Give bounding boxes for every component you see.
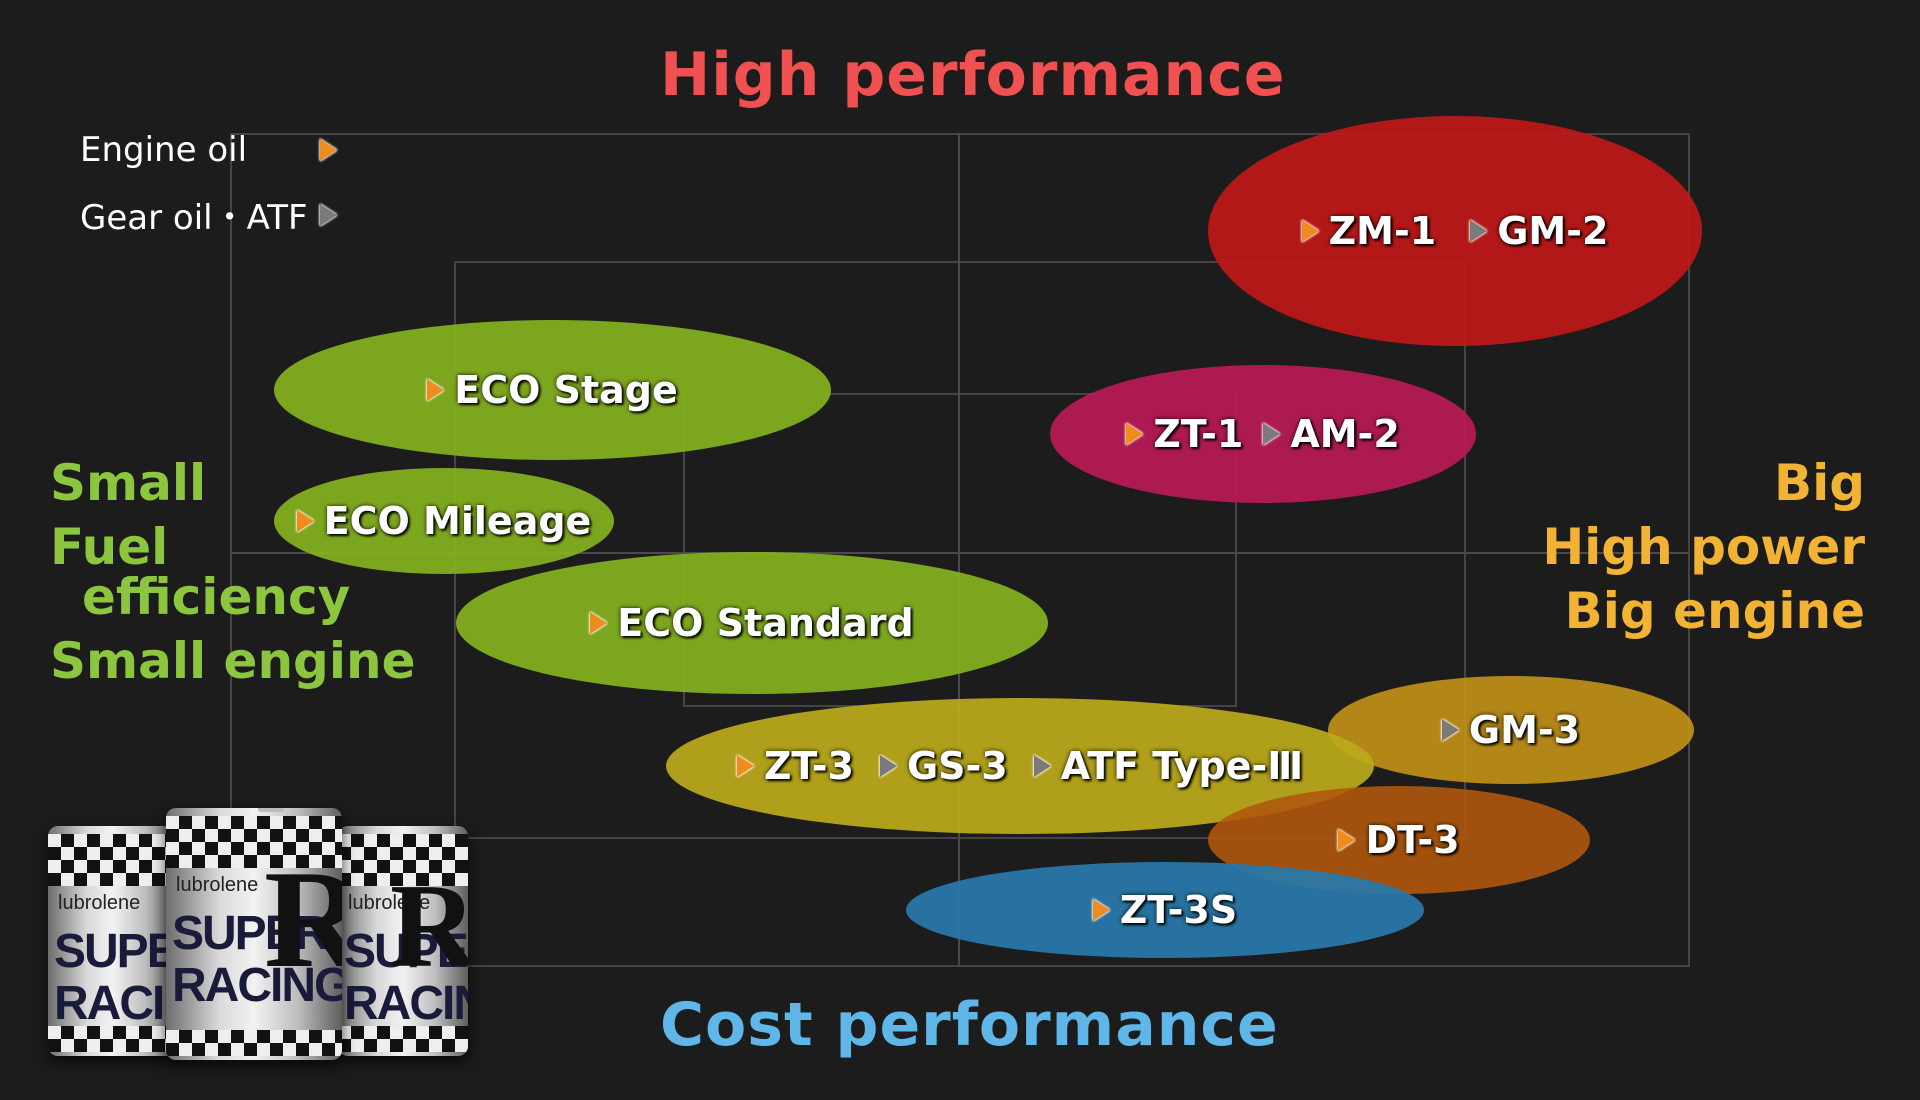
- group-zt3s: ZT-3S: [906, 862, 1424, 958]
- product-zt1[interactable]: ZT-1: [1126, 412, 1243, 456]
- gray-triangle-icon: [320, 203, 337, 226]
- right-label-high-power: High power: [1542, 518, 1865, 576]
- can-right-emblem: R: [390, 859, 468, 992]
- orange-triangle-icon: [320, 139, 337, 161]
- grid-outer: [230, 133, 1690, 967]
- product-gm3-label: GM-3: [1468, 708, 1581, 752]
- product-zt1-label: ZT-1: [1153, 412, 1244, 456]
- can-center-name: SUPER RACING: [172, 907, 342, 1012]
- product-gm2[interactable]: GM-2: [1470, 209, 1608, 253]
- product-atf-type-iii[interactable]: ATF Type-Ⅲ: [1033, 744, 1304, 788]
- legend-engine-oil: Engine oil: [80, 130, 337, 170]
- can-left-brand: lubrolene: [58, 892, 141, 914]
- group-zt3-gs3-atf: ZT-3 GS-3 ATF Type-Ⅲ: [666, 698, 1374, 834]
- group-eco-mileage: ECO Mileage: [274, 468, 614, 574]
- can-center: lubrolene SUPER RACING R: [166, 808, 342, 1060]
- left-label-fuel: Fuel: [50, 518, 169, 576]
- gray-triangle-icon: [879, 755, 897, 777]
- product-zt3s-label: ZT-3S: [1119, 888, 1238, 932]
- legend-gear-oil: Gear oil・ATF: [80, 190, 337, 239]
- gray-triangle-icon: [1470, 220, 1488, 242]
- orange-triangle-icon: [1092, 899, 1110, 921]
- gray-triangle-icon: [1033, 755, 1051, 777]
- orange-triangle-icon: [1301, 220, 1319, 242]
- group-eco-standard: ECO Standard: [456, 552, 1048, 694]
- product-gs3-label: GS-3: [906, 744, 1008, 788]
- orange-triangle-icon: [1126, 423, 1144, 445]
- right-label-big-engine: Big engine: [1564, 582, 1865, 640]
- orange-triangle-icon: [296, 510, 314, 532]
- legend-engine-oil-label: Engine oil: [80, 130, 248, 170]
- can-center-emblem: R: [264, 842, 342, 997]
- orange-triangle-icon: [590, 612, 608, 634]
- product-eco-standard-label: ECO Standard: [617, 601, 914, 645]
- product-am2[interactable]: AM-2: [1263, 412, 1400, 456]
- product-zm1[interactable]: ZM-1: [1301, 209, 1437, 253]
- product-eco-mileage-label: ECO Mileage: [323, 499, 592, 543]
- grid-horizontal-axis: [230, 552, 1690, 554]
- gray-triangle-icon: [1441, 719, 1459, 741]
- product-eco-stage-label: ECO Stage: [454, 368, 678, 412]
- legend-gear-oil-label: Gear oil・ATF: [80, 198, 308, 238]
- top-axis-title: High performance: [660, 40, 1286, 110]
- left-label-efficiency: efficiency: [82, 568, 351, 626]
- left-label-small-engine: Small engine: [50, 632, 416, 690]
- orange-triangle-icon: [427, 379, 445, 401]
- product-am2-label: AM-2: [1290, 412, 1400, 456]
- orange-triangle-icon: [736, 755, 754, 777]
- product-gs3[interactable]: GS-3: [879, 744, 1008, 788]
- gray-triangle-icon: [1263, 423, 1281, 445]
- product-eco-mileage[interactable]: ECO Mileage: [296, 499, 592, 543]
- group-zm1-gm2: ZM-1 GM-2: [1208, 116, 1702, 346]
- right-label-big: Big: [1773, 454, 1865, 512]
- group-gm3: GM-3: [1328, 676, 1694, 784]
- grid-vertical-axis: [958, 133, 960, 967]
- product-dt3-label: DT-3: [1365, 818, 1460, 862]
- group-zt1-am2: ZT-1 AM-2: [1050, 365, 1476, 503]
- product-atf-type-iii-label: ATF Type-Ⅲ: [1060, 744, 1304, 788]
- product-eco-standard[interactable]: ECO Standard: [590, 601, 914, 645]
- product-zm1-label: ZM-1: [1328, 209, 1437, 253]
- product-zt3s[interactable]: ZT-3S: [1092, 888, 1238, 932]
- product-dt3[interactable]: DT-3: [1338, 818, 1460, 862]
- orange-triangle-icon: [1338, 829, 1356, 851]
- left-label-small: Small: [50, 454, 207, 512]
- product-zt3-label: ZT-3: [763, 744, 854, 788]
- group-eco-stage: ECO Stage: [274, 320, 831, 460]
- product-zt3[interactable]: ZT-3: [736, 744, 854, 788]
- can-center-brand: lubrolene: [176, 874, 259, 896]
- bottom-axis-title: Cost performance: [660, 990, 1279, 1060]
- product-gm2-label: GM-2: [1497, 209, 1609, 253]
- group-dt3: DT-3: [1208, 786, 1590, 894]
- can-right-brand: lubrolene: [348, 892, 431, 914]
- product-gm3[interactable]: GM-3: [1441, 708, 1581, 752]
- legend: Engine oil Gear oil・ATF: [80, 130, 337, 239]
- product-eco-stage[interactable]: ECO Stage: [427, 368, 678, 412]
